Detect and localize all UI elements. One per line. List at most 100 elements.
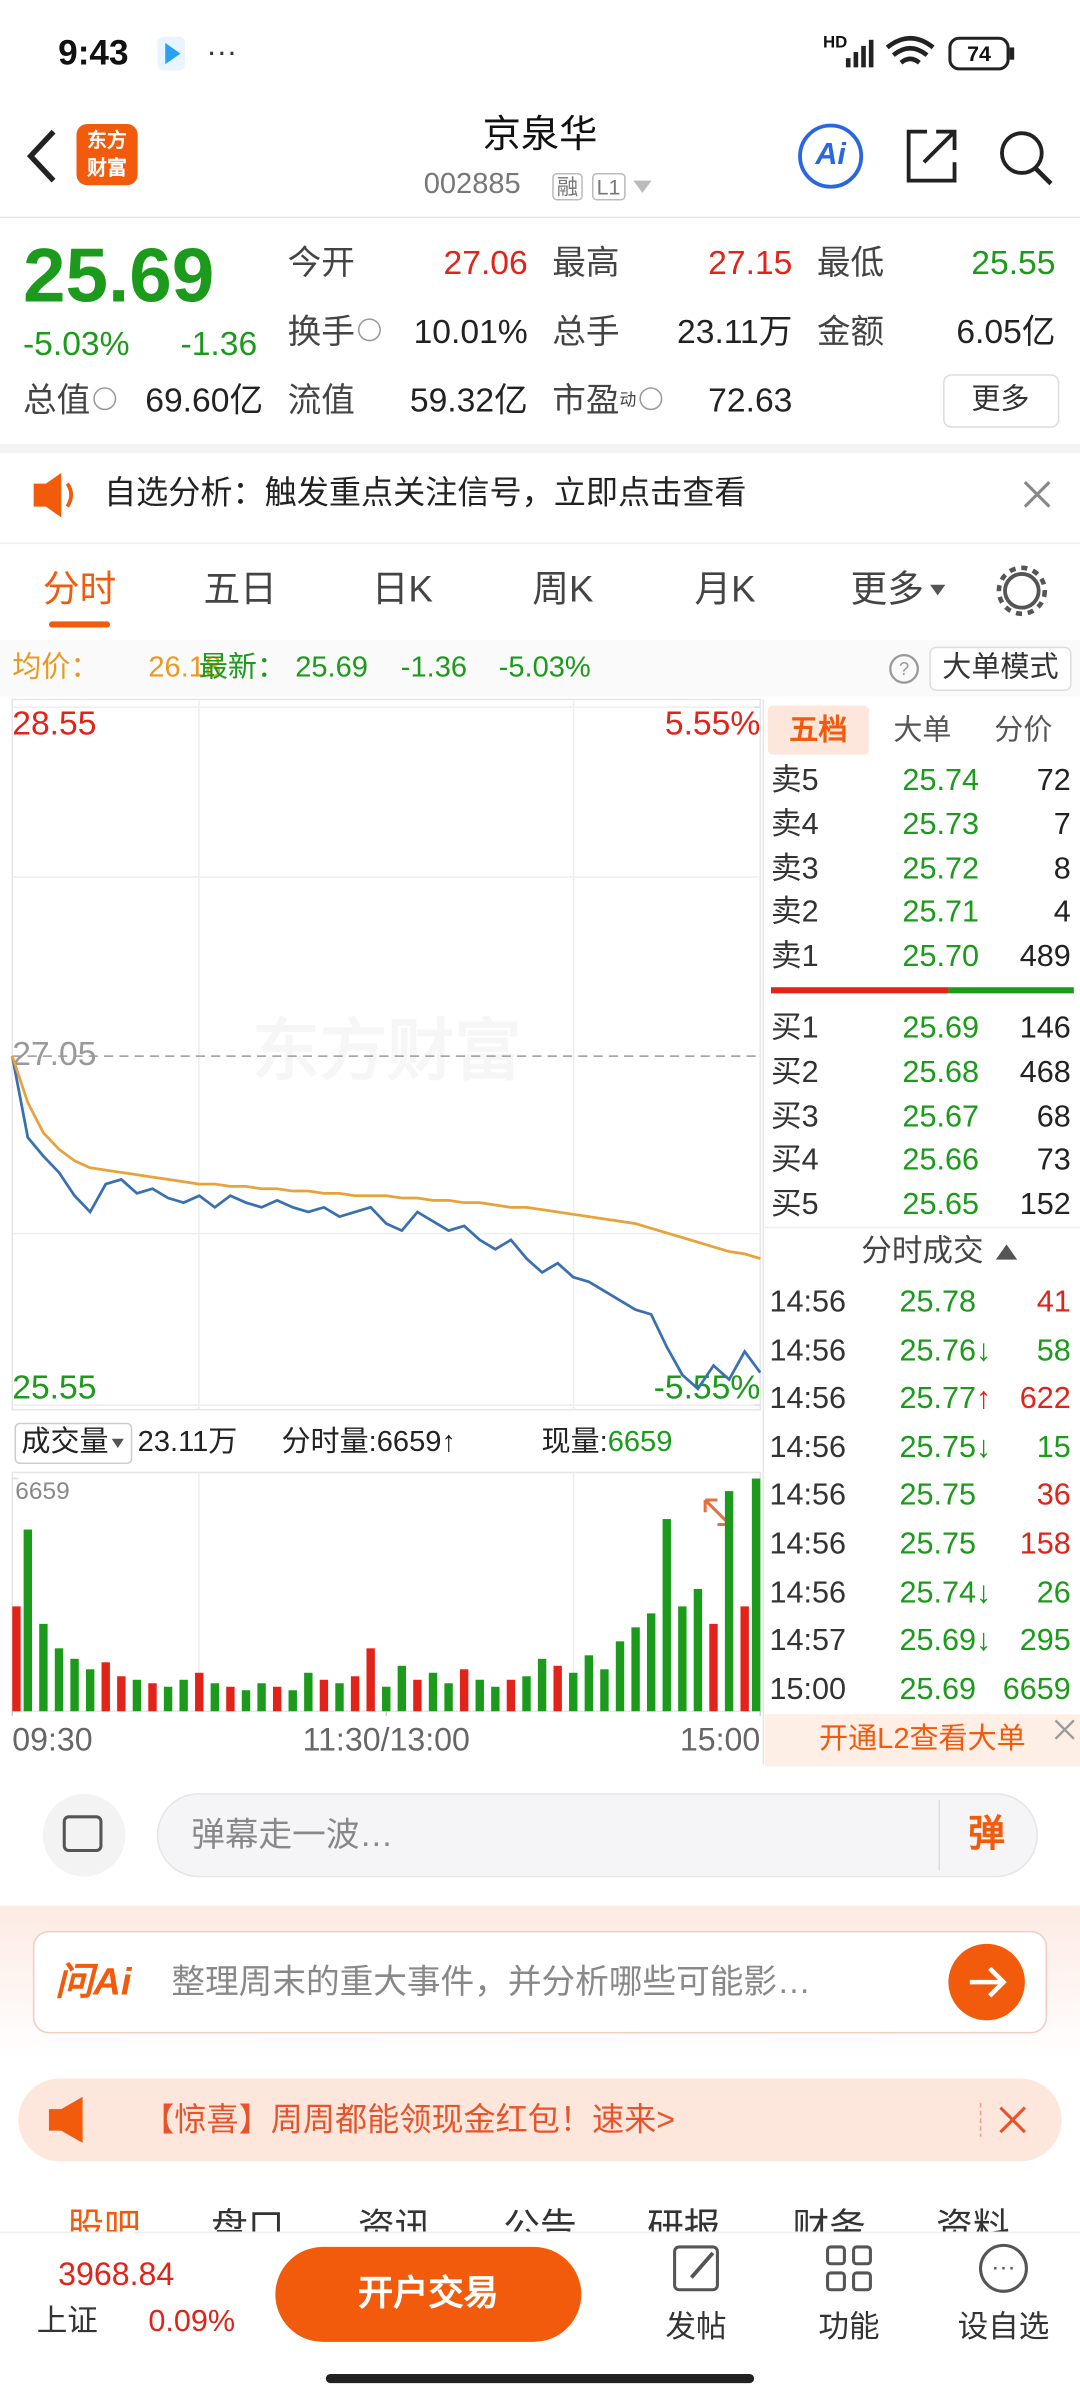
- trade-button[interactable]: [275, 2246, 582, 2342]
- logo-text: 东方: [87, 128, 127, 152]
- trade-time: 14:56: [769, 1382, 847, 1417]
- price: 25.69: [22, 232, 215, 319]
- post-pen: [689, 2251, 715, 2279]
- trade-price: 25.77↑: [899, 1381, 991, 1418]
- volume-bar: [678, 1606, 687, 1712]
- volume-selector[interactable]: [14, 1422, 133, 1465]
- book-label: 买1: [770, 1011, 819, 1046]
- speaker-wave: [65, 482, 74, 508]
- change-pct: -5.03%: [22, 324, 130, 363]
- panel-tab: 大单: [893, 714, 952, 747]
- y-tick-label: 28.55: [12, 705, 96, 742]
- book-price: 25.66: [902, 1143, 980, 1178]
- nav-item: 设自选: [957, 2311, 1050, 2345]
- trade-price: 25.76↓: [899, 1333, 991, 1370]
- trade-price-value: 25.69: [899, 1672, 977, 1707]
- app-icon-play: [165, 42, 181, 65]
- ai-go-arrow: [969, 1966, 1007, 1998]
- book-price: 25.69: [902, 1011, 980, 1046]
- trade-direction: ↓: [976, 1575, 992, 1610]
- search-button[interactable]: [1000, 131, 1044, 175]
- field-label-text: 流值: [287, 380, 355, 420]
- more-button[interactable]: [943, 374, 1060, 428]
- tab: 五日: [203, 568, 277, 611]
- book-price: 25.70: [902, 940, 980, 974]
- comment-icon[interactable]: [42, 1793, 126, 1877]
- ai-button[interactable]: [798, 123, 864, 189]
- volume-bar: [615, 1641, 625, 1712]
- trade-direction: ↓: [976, 1334, 992, 1368]
- volume-bar: [257, 1683, 266, 1712]
- volume-bar: [163, 1686, 173, 1712]
- trade-price-value: 25.78: [899, 1285, 977, 1320]
- stock-tag: 融: [552, 172, 583, 202]
- volume-bar: [179, 1679, 188, 1712]
- volume-bar: [522, 1676, 531, 1712]
- comment-input[interactable]: [156, 1793, 1038, 1878]
- field-value: 59.32亿: [409, 380, 528, 420]
- volume-bar: [584, 1655, 594, 1712]
- y-tick-label: 27.05: [12, 1036, 96, 1073]
- settings-button[interactable]: [1003, 572, 1041, 610]
- field-value: 27.15: [708, 243, 793, 282]
- book-label: 买3: [770, 1099, 819, 1134]
- trade-volume: 6659: [1002, 1672, 1071, 1707]
- volume-bar: [506, 1679, 516, 1712]
- volume-bar: [569, 1672, 578, 1712]
- stock-name: 京泉华: [482, 113, 598, 157]
- tab: 日K: [371, 568, 433, 611]
- tab-underline: [48, 621, 111, 628]
- promo-close[interactable]: [999, 2106, 1026, 2134]
- post-icon[interactable]: [673, 2245, 719, 2292]
- volume-bar: [23, 1529, 33, 1712]
- trade-price: 25.75: [899, 1478, 976, 1515]
- x-tick-label: 09:30: [12, 1721, 92, 1757]
- watch-icon[interactable]: [979, 2243, 1028, 2293]
- field-label-text: 总手: [552, 311, 620, 351]
- speaker-icon: [33, 472, 62, 518]
- trade-button-label: 开户交易: [357, 2273, 499, 2314]
- trade-price: 25.69↓: [899, 1623, 991, 1660]
- wifi-icon: [885, 35, 935, 65]
- panel-tab: 分价: [994, 714, 1053, 747]
- tab: 月K: [694, 568, 756, 611]
- book-volume: 4: [1053, 895, 1071, 930]
- signal-icon: [845, 39, 874, 68]
- back-button[interactable]: [26, 129, 56, 183]
- ai-label: Ai: [815, 137, 846, 172]
- trade-volume: 58: [1036, 1334, 1071, 1368]
- trade-direction: ↓: [976, 1430, 992, 1465]
- bid-strength: [948, 987, 1074, 994]
- tab: 分时: [42, 568, 117, 611]
- volume-bar: [70, 1658, 79, 1712]
- latest-pct: -5.03%: [498, 651, 591, 684]
- help-icon: [889, 653, 919, 684]
- latest-change: -1.36: [400, 651, 468, 684]
- active-panel-tab: [767, 705, 869, 755]
- share-button[interactable]: [906, 129, 957, 183]
- volume-bar: [553, 1665, 562, 1712]
- promo-pill[interactable]: [18, 2078, 1062, 2162]
- book-volume: 72: [1036, 763, 1071, 798]
- volume-bar: [459, 1669, 469, 1712]
- expand-button[interactable]: [703, 1498, 732, 1527]
- book-volume: 146: [1019, 1011, 1071, 1046]
- close-l2[interactable]: [1054, 1719, 1075, 1740]
- trade-direction: ↑: [976, 1382, 992, 1417]
- stock-tag: L1: [591, 172, 626, 202]
- book-volume: 468: [1019, 1055, 1071, 1090]
- period-value: 6659: [376, 1425, 442, 1459]
- close-notice[interactable]: [1023, 481, 1051, 508]
- comment-glyph: [62, 1815, 103, 1853]
- volume-bar: [117, 1676, 126, 1712]
- field-value: 10.01%: [413, 311, 528, 351]
- ai-card[interactable]: [32, 1930, 1048, 2034]
- l2-band: [764, 1714, 1080, 1767]
- field-label-text: 最高: [552, 243, 620, 282]
- ai-prompt: 整理周末的重大事件，并分析哪些可能影…: [171, 1961, 811, 2001]
- price-line: [10, 1055, 762, 1391]
- big-order-button[interactable]: [929, 646, 1072, 692]
- volume-caret: [111, 1438, 124, 1448]
- function-icon[interactable]: [826, 2245, 872, 2292]
